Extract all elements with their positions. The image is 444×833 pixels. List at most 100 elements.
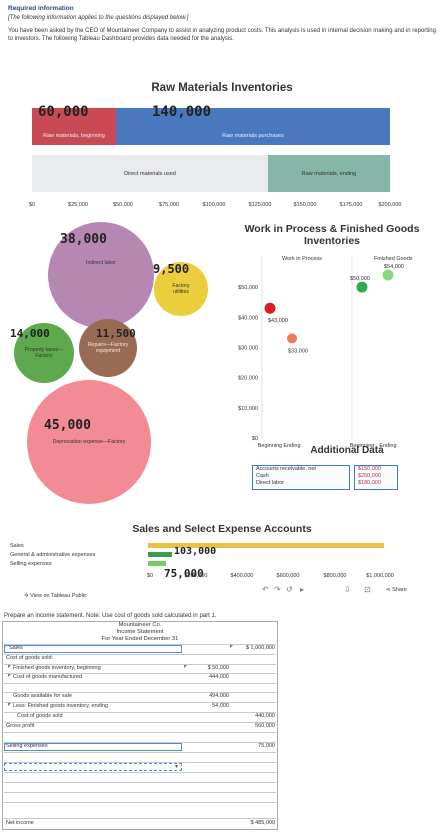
net-income-value[interactable]: $ 485,000: [250, 820, 275, 826]
rm-beginning-handwritten: 60,000: [38, 104, 89, 120]
wip-fg-title: Work in Process & Finished Goods Invento…: [244, 223, 420, 247]
share-button[interactable]: ⋖ Share: [386, 587, 407, 593]
download-icon[interactable]: ⇩: [344, 585, 351, 594]
wip-y-tick: $0: [252, 436, 258, 442]
cogm-label: Cost of goods manufactured: [13, 674, 83, 680]
applies-note: [The following information applies to th…: [8, 15, 189, 21]
additional-labels-box: Accounts receivable, net Cash Direct lab…: [252, 465, 350, 490]
sales-axis-tick: $0: [146, 573, 154, 579]
utilities-bubble[interactable]: Factory utilities: [154, 262, 208, 316]
gross-profit-label: Gross profit: [6, 723, 35, 729]
ar-label: Accounts receivable, net: [256, 466, 316, 472]
cogs-total-value[interactable]: 440,000: [255, 713, 275, 719]
rm-axis-tick: $100,000: [202, 202, 226, 208]
row-divider: [4, 712, 276, 713]
wip-fg-point[interactable]: [356, 281, 368, 293]
ga-bar[interactable]: [148, 552, 172, 557]
cogs-total-label: Cost of goods sold: [17, 713, 63, 719]
selling-expenses-value[interactable]: 75,000: [258, 743, 275, 749]
cash-label: Cash: [256, 473, 269, 479]
row-divider: [4, 683, 276, 684]
undo-icon[interactable]: ↶: [262, 585, 269, 594]
row-divider: [4, 802, 276, 803]
rm-used-label: Direct materials used: [124, 170, 176, 177]
fg-col-header: Finished Goods: [374, 256, 413, 262]
property-taxes-handwritten: 14,000: [10, 327, 50, 340]
fullscreen-icon[interactable]: ⊡: [364, 585, 371, 594]
gross-profit-value[interactable]: 560,000: [255, 723, 275, 729]
fg-begin-value[interactable]: $ 50,000: [207, 665, 229, 671]
available-value[interactable]: 494,000: [209, 693, 229, 699]
redo-icon[interactable]: ↷: [274, 585, 281, 594]
wip-fg-point-label: $43,000: [268, 318, 288, 324]
rm-axis-tick: $150,000: [293, 202, 317, 208]
rm-purchases-bar[interactable]: Raw materials purchases: [116, 108, 390, 145]
row-divider: [4, 742, 276, 743]
indirect-labor-bubble[interactable]: Indirect labor: [48, 222, 154, 328]
wip-fg-point-label: $33,000: [288, 348, 308, 354]
rm-used-bar[interactable]: Direct materials used: [32, 155, 268, 192]
wip-fg-point[interactable]: [287, 333, 297, 344]
wip-y-tick: $30,000: [238, 345, 258, 351]
view-on-tableau-label: View on Tableau Public: [30, 593, 87, 599]
sales-row-label: Sales: [10, 543, 24, 549]
wip-fg-point-label: $50,000: [350, 276, 370, 282]
sales-value[interactable]: $ 1,000,000: [245, 645, 275, 651]
depreciation-label: Depreciation expense—Factory: [52, 439, 126, 445]
less-fg-end-value[interactable]: 54,000: [212, 703, 229, 709]
repairs-handwritten: 11,500: [96, 327, 136, 340]
wip-fg-point[interactable]: [382, 269, 394, 281]
repairs-label: Repairs—Factory equipment: [87, 342, 129, 354]
repairs-bubble[interactable]: Repairs—Factory equipment: [79, 319, 137, 377]
sales-axis-tick: $800,000: [323, 573, 347, 579]
view-on-tableau-link[interactable]: ✲ View on Tableau Public: [24, 593, 87, 599]
less-fg-end-label: Less: Finished goods inventory, ending: [13, 703, 108, 709]
answer-marker: [230, 645, 233, 648]
depreciation-bubble[interactable]: Depreciation expense—Factory: [27, 380, 151, 504]
cogm-value[interactable]: 444,000: [209, 674, 229, 680]
rm-beginning-bar[interactable]: Raw materials, beginning: [32, 108, 116, 145]
answer-marker: [8, 703, 11, 706]
sales-bar[interactable]: [148, 543, 384, 548]
company-name: Mountaineer Co.: [118, 622, 162, 628]
row-divider: [4, 722, 276, 723]
wip-y-tick: $20,000: [238, 376, 258, 382]
rm-ending-bar[interactable]: Raw materials, ending: [268, 155, 390, 192]
pause-icon[interactable]: ▸: [300, 585, 305, 594]
sales-axis-tick: $600,000: [276, 573, 300, 579]
wip-fg-svg: $50,000 $40,000 $30,000 $20,000 $10,000 $0 $4…: [238, 256, 404, 449]
rm-beginning-label: Raw materials, beginning: [43, 133, 105, 139]
wip-fg-plot: $50,000 $40,000 $30,000 $20,000 $10,000 $0 $4…: [218, 250, 442, 450]
selling-label-input[interactable]: [4, 743, 182, 751]
sales-axis-tick: $400,000: [230, 573, 254, 579]
answer-marker: [8, 665, 11, 668]
sales-axis-tick: $200,000: [184, 573, 208, 579]
share-label: Share: [392, 587, 407, 593]
row-divider: [4, 792, 276, 793]
revert-icon[interactable]: ↺: [286, 585, 293, 594]
row-divider: [4, 692, 276, 693]
row-divider: [4, 782, 276, 783]
row-divider: [4, 762, 276, 763]
dropdown-caret-icon[interactable]: ▾: [175, 764, 179, 770]
property-taxes-label: Property taxes—Factory: [24, 347, 64, 359]
row-divider: [4, 664, 276, 665]
fg-begin-label: Finished goods inventory, beginning: [13, 665, 101, 671]
row-divider: [4, 732, 276, 733]
direct-labor-value: $180,000: [358, 480, 381, 486]
sales-label-input[interactable]: [4, 645, 182, 653]
property-taxes-bubble[interactable]: Property taxes—Factory: [14, 323, 74, 383]
sales-expenses-title: Sales and Select Expense Accounts: [132, 523, 312, 535]
answer-marker: [8, 674, 11, 677]
statement-name: Income Statement: [116, 629, 164, 635]
answer-marker: [184, 665, 187, 668]
share-icon: ⋖: [386, 587, 391, 593]
selling-bar[interactable]: [148, 561, 166, 566]
wip-x-label: Ending: [283, 443, 300, 449]
selling-row-label: Selling expenses: [10, 561, 52, 567]
row-divider: [4, 673, 276, 674]
row-divider: [4, 752, 276, 753]
blank-label-dropdown[interactable]: [4, 763, 182, 771]
required-info-heading: Required information: [8, 5, 74, 12]
wip-fg-point[interactable]: [264, 302, 276, 314]
